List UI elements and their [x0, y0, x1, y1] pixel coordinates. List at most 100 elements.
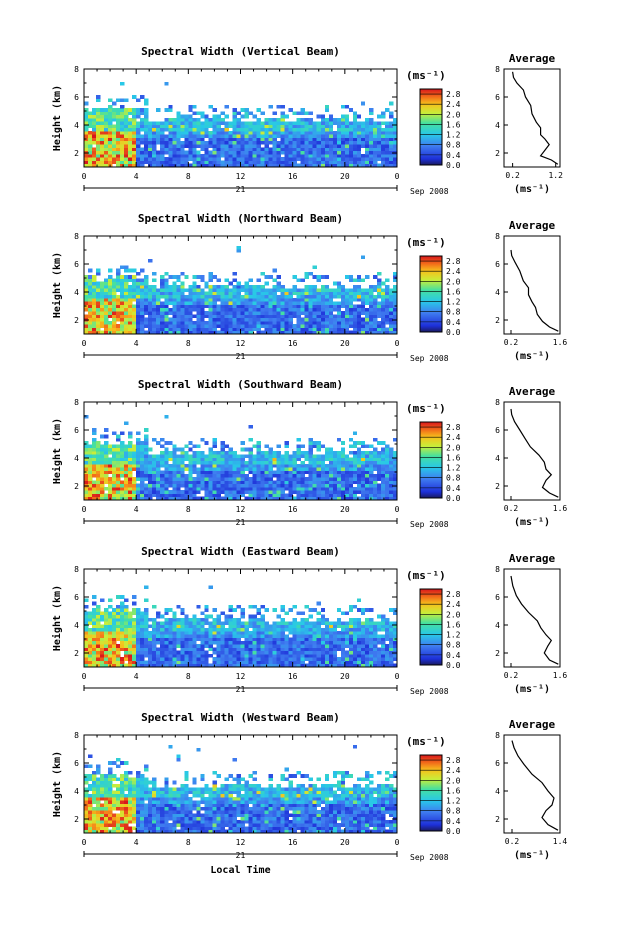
colorbar: [419, 88, 443, 166]
profile-line: [510, 249, 559, 332]
profile-y-tick-label: 4: [495, 787, 500, 796]
panel-0: Spectral Width (Vertical Beam)0 4 8 12 16 20 0…: [51, 45, 563, 196]
profile-x-tick-label: 0.2: [505, 837, 520, 846]
y-tick-label: 2: [74, 649, 79, 658]
colorbar-tick-label: 0.8: [446, 308, 461, 317]
profile-title: Average: [509, 718, 556, 731]
y-axis-label: Height (km): [51, 418, 63, 484]
x-tick-label: 16: [288, 339, 298, 348]
heatmap: [84, 585, 398, 668]
colorbar-tick-label: 2.0: [446, 776, 461, 785]
y-tick-label: 2: [74, 316, 79, 325]
y-tick-label: 8: [74, 398, 79, 407]
colorbar-tick-label: 0.0: [446, 494, 461, 503]
panel-title: Spectral Width (Vertical Beam): [141, 45, 340, 58]
y-tick-label: 4: [74, 454, 79, 463]
y-axis-label: Height (km): [51, 585, 63, 651]
profile-y-tick-label: 6: [495, 260, 500, 269]
colorbar-tick-label: 2.0: [446, 443, 461, 452]
profile-frame: [503, 568, 561, 668]
profile-line: [512, 71, 559, 165]
colorbar-unit-label: (ms⁻¹): [406, 569, 446, 582]
x-tick-label: 0: [395, 339, 400, 348]
profile-y-tick-label: 8: [495, 565, 500, 574]
colorbar-tick-label: 1.2: [446, 631, 461, 640]
colorbar: [419, 754, 443, 832]
colorbar-tick-label: 0.4: [446, 817, 461, 826]
colorbar-tick-label: 1.6: [446, 453, 461, 462]
profile-title: Average: [509, 52, 556, 65]
profile-frame: [503, 734, 561, 834]
x-tick-label: 8: [186, 838, 191, 847]
colorbar-tick-label: 0.0: [446, 661, 461, 670]
x-tick-label: 0: [82, 172, 87, 181]
heatmap: [84, 245, 398, 335]
y-tick-label: 8: [74, 731, 79, 740]
panel-4: Spectral Width (Westward Beam)0 4 8 12 16 20 0…: [51, 711, 567, 876]
colorbar-unit-label: (ms⁻¹): [406, 402, 446, 415]
heatmap: [84, 415, 398, 501]
colorbar-tick-label: 0.4: [446, 484, 461, 493]
colorbar-tick-label: 2.4: [446, 433, 461, 442]
profile-y-tick-label: 8: [495, 65, 500, 74]
profile-x-axis-label: (ms⁻¹): [514, 684, 550, 695]
profile-y-tick-label: 6: [495, 593, 500, 602]
colorbar-tick-label: 2.4: [446, 100, 461, 109]
day-label: 21: [236, 518, 246, 527]
colorbar-tick-label: 0.8: [446, 474, 461, 483]
panel-2: Spectral Width (Southward Beam)0 4 8 12 16 20…: [51, 378, 567, 529]
colorbar-tick-label: 2.8: [446, 756, 461, 765]
x-tick-label: 0: [82, 505, 87, 514]
profile-y-tick-label: 4: [495, 621, 500, 630]
colorbar-tick-label: 0.4: [446, 151, 461, 160]
colorbar-tick-label: 0.0: [446, 827, 461, 836]
x-tick-label: 12: [236, 505, 246, 514]
x-tick-label: 0: [82, 672, 87, 681]
x-tick-label: 16: [288, 672, 298, 681]
profile-y-tick-label: 4: [495, 454, 500, 463]
colorbar-tick-label: 1.6: [446, 620, 461, 629]
x-tick-label: 12: [236, 339, 246, 348]
x-tick-label: 12: [236, 672, 246, 681]
profile-title: Average: [509, 385, 556, 398]
y-axis-label: Height (km): [51, 751, 63, 817]
colorbar-tick-label: 2.8: [446, 90, 461, 99]
y-axis-label: Height (km): [51, 85, 63, 151]
profile-title: Average: [509, 219, 556, 232]
x-tick-label: 4: [134, 505, 139, 514]
profile-y-tick-label: 8: [495, 398, 500, 407]
colorbar-tick-label: 0.0: [446, 328, 461, 337]
profile-x-tick-label: 1.4: [553, 837, 568, 846]
heatmap: [84, 744, 398, 834]
y-tick-label: 6: [74, 260, 79, 269]
profile-y-tick-label: 2: [495, 149, 500, 158]
panel-title: Spectral Width (Westward Beam): [141, 711, 340, 724]
colorbar-tick-label: 2.4: [446, 766, 461, 775]
x-tick-label: 4: [134, 672, 139, 681]
date-label: Sep 2008: [410, 520, 449, 529]
profile-y-tick-label: 2: [495, 815, 500, 824]
profile-x-tick-label: 0.2: [504, 504, 519, 513]
y-tick-label: 4: [74, 288, 79, 297]
date-label: Sep 2008: [410, 354, 449, 363]
y-axis-label: Height (km): [51, 252, 63, 318]
day-label: 21: [236, 352, 246, 361]
panel-1: Spectral Width (Northward Beam)0 4 8 12 16 20…: [51, 212, 567, 363]
colorbar-tick-label: 1.2: [446, 797, 461, 806]
profile-y-tick-label: 4: [495, 288, 500, 297]
colorbar-unit-label: (ms⁻¹): [406, 69, 446, 82]
profile-x-tick-label: 0.2: [504, 671, 519, 680]
colorbar-tick-label: 2.0: [446, 610, 461, 619]
x-tick-label: 4: [134, 172, 139, 181]
x-tick-label: 12: [236, 838, 246, 847]
y-tick-label: 8: [74, 565, 79, 574]
colorbar-tick-label: 1.6: [446, 287, 461, 296]
y-tick-label: 4: [74, 621, 79, 630]
x-tick-label: 0: [395, 172, 400, 181]
profile-y-tick-label: 2: [495, 649, 500, 658]
colorbar-tick-label: 2.0: [446, 277, 461, 286]
profile-line: [510, 408, 559, 498]
y-tick-label: 2: [74, 815, 79, 824]
colorbar: [419, 421, 443, 499]
y-tick-label: 8: [74, 65, 79, 74]
